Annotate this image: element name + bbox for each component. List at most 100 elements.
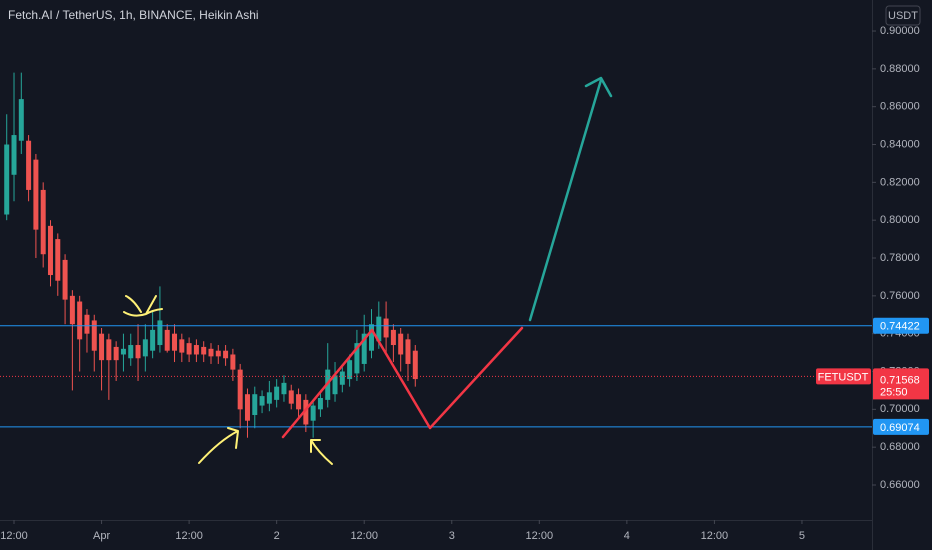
candle-body	[288, 390, 294, 404]
candle-body	[172, 333, 178, 351]
candle-body	[230, 354, 236, 370]
candle-body	[106, 339, 112, 361]
x-tick-label: 4	[624, 530, 630, 542]
candle-body	[62, 259, 68, 300]
candle-body	[237, 369, 243, 410]
candle-body	[18, 99, 24, 141]
candle-body	[259, 396, 265, 406]
candle-body	[186, 343, 192, 355]
marker-scribble	[125, 295, 142, 313]
candle-body	[412, 350, 418, 380]
candle-body	[274, 386, 280, 400]
currency-box	[885, 5, 921, 26]
y-tick-label: 0.82000	[880, 176, 920, 188]
candle-body	[208, 348, 214, 357]
candle-body	[47, 225, 53, 276]
candle-body	[361, 333, 367, 364]
candle-body	[120, 348, 126, 355]
candle-body	[376, 316, 382, 342]
candle-body	[128, 345, 134, 359]
candle-body	[55, 239, 61, 281]
candle-body	[332, 375, 338, 395]
x-tick-label: Apr	[93, 530, 110, 542]
candle-body	[69, 295, 75, 325]
candle-body	[347, 360, 353, 380]
y-tick-label: 0.66000	[880, 479, 920, 491]
candle-body	[157, 320, 163, 346]
y-tick-label: 0.88000	[880, 63, 920, 75]
countdown-label: 25:50	[880, 386, 908, 398]
drawings	[123, 76, 613, 465]
currency-label: USDT	[888, 10, 918, 22]
horizontal-line-price-label: 0.74422	[880, 321, 920, 333]
candle-body	[405, 339, 411, 364]
x-tick-label: 12:00	[701, 530, 729, 542]
candle-body	[150, 329, 156, 351]
plot-area	[0, 72, 872, 438]
price-marker-box	[873, 371, 929, 388]
x-tick-label: 12:00	[0, 530, 28, 542]
candle-body	[33, 159, 39, 230]
marker-arrow	[198, 427, 239, 464]
candle-body	[281, 382, 287, 395]
projection-green-line	[528, 78, 603, 322]
candle-body	[4, 144, 10, 215]
candle-body	[135, 345, 141, 359]
candle-body	[383, 318, 389, 338]
symbol-box	[816, 368, 871, 385]
y-tick-label: 0.86000	[880, 101, 920, 113]
projection-arrowhead	[584, 76, 613, 98]
candle-body	[11, 135, 17, 175]
x-tick-label: 12:00	[526, 530, 554, 542]
candle-body	[310, 405, 316, 421]
y-tick-label: 0.76000	[880, 290, 920, 302]
x-tick-label: 5	[799, 530, 805, 542]
candle-body	[142, 339, 148, 357]
candle-body	[179, 339, 185, 353]
y-tick-label: 0.78000	[880, 252, 920, 264]
symbol-label: FETUSDT	[818, 371, 869, 383]
price-marker-label: 0.71568	[880, 375, 920, 387]
candle-body	[91, 320, 97, 351]
candle-body	[99, 333, 105, 361]
candle-body	[40, 189, 46, 255]
candle-body	[296, 394, 302, 410]
candle-body	[317, 397, 323, 410]
candle-body	[303, 399, 309, 425]
candle-body	[390, 329, 396, 346]
candle-body	[244, 394, 250, 421]
horizontal-line-price-label: 0.69074	[880, 422, 920, 434]
y-tick-label: 0.90000	[880, 25, 920, 37]
candle-body	[84, 314, 90, 334]
horizontal-line-price-box	[873, 317, 929, 334]
candle-body	[252, 394, 258, 416]
x-tick-label: 12:00	[350, 530, 378, 542]
horizontal-line-price-box	[873, 418, 929, 435]
candle-body	[354, 343, 360, 374]
x-tick-label: 12:00	[175, 530, 203, 542]
candle-body	[164, 329, 170, 351]
candle-body	[369, 324, 375, 351]
y-tick-label: 0.80000	[880, 214, 920, 226]
candle-body	[201, 346, 207, 355]
candle-body	[26, 140, 32, 190]
countdown-box	[873, 384, 929, 400]
x-tick-label: 3	[449, 530, 455, 542]
y-tick-label: 0.70000	[880, 403, 920, 415]
candle-body	[339, 371, 345, 385]
chart-title: Fetch.AI / TetherUS, 1h, BINANCE, Heikin…	[8, 8, 259, 22]
candle-body	[113, 346, 119, 361]
candle-body	[223, 350, 229, 359]
y-tick-label: 0.84000	[880, 138, 920, 150]
y-tick-label: 0.68000	[880, 441, 920, 453]
projection-red-line	[281, 326, 524, 439]
candle-body	[266, 392, 272, 404]
candle-body	[193, 345, 199, 355]
candle-body	[77, 301, 83, 340]
marker-arrow	[310, 439, 333, 465]
x-tick-label: 2	[274, 530, 280, 542]
candle-body	[398, 333, 404, 355]
